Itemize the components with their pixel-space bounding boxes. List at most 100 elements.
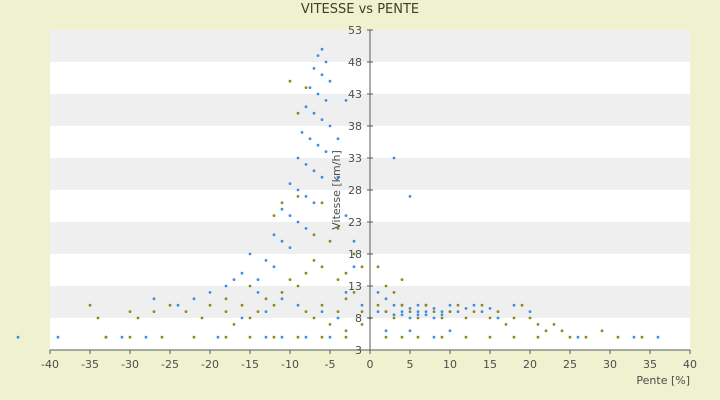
data-point-series-2 <box>360 323 364 326</box>
data-point-series-2 <box>320 201 324 205</box>
data-point-series-2 <box>496 310 500 313</box>
data-point-series-2 <box>248 335 252 339</box>
x-tick-label: 0 <box>367 358 374 371</box>
data-point-series-1 <box>472 303 476 307</box>
data-point-series-1 <box>304 105 308 109</box>
data-point-series-1 <box>480 310 484 313</box>
data-point-series-2 <box>344 271 348 275</box>
data-point-series-2 <box>400 303 404 307</box>
data-point-series-2 <box>512 316 516 320</box>
data-point-series-1 <box>324 60 328 64</box>
y-tick-label: 53 <box>348 24 362 37</box>
data-point-series-1 <box>248 252 252 256</box>
data-point-series-1 <box>576 335 580 339</box>
data-points <box>16 47 660 339</box>
data-point-series-2 <box>384 335 388 339</box>
data-point-series-1 <box>424 313 428 317</box>
data-point-series-2 <box>488 335 492 339</box>
data-point-series-2 <box>488 316 492 320</box>
data-point-series-1 <box>120 335 124 339</box>
data-point-series-2 <box>304 86 308 89</box>
data-point-series-2 <box>248 316 252 320</box>
data-point-series-2 <box>464 335 468 339</box>
data-point-series-2 <box>392 291 396 294</box>
data-point-series-2 <box>344 297 348 301</box>
data-point-series-2 <box>96 316 100 320</box>
data-point-series-2 <box>296 335 300 339</box>
data-point-series-2 <box>88 303 92 307</box>
x-tick-label: 20 <box>523 358 537 371</box>
data-point-series-2 <box>168 303 172 307</box>
data-point-series-2 <box>160 335 164 339</box>
data-point-series-1 <box>320 118 324 121</box>
y-axis-label: Vitesse [km/h] <box>330 150 343 230</box>
data-point-series-1 <box>296 188 300 192</box>
data-point-series-2 <box>640 335 644 339</box>
y-tick-label: 3 <box>355 344 362 357</box>
data-point-series-2 <box>472 310 476 313</box>
data-point-series-1 <box>344 291 348 294</box>
data-point-series-2 <box>552 323 556 326</box>
data-point-series-2 <box>544 329 548 333</box>
data-point-series-2 <box>128 310 132 313</box>
data-point-series-2 <box>536 335 540 339</box>
data-point-series-1 <box>392 156 396 160</box>
data-point-series-1 <box>280 207 284 211</box>
data-point-series-1 <box>448 303 452 307</box>
data-point-series-1 <box>272 233 276 237</box>
data-point-series-2 <box>584 335 588 339</box>
data-point-series-2 <box>536 323 540 326</box>
data-point-series-1 <box>240 316 244 320</box>
data-point-series-2 <box>328 323 332 326</box>
data-point-series-1 <box>324 150 328 154</box>
data-point-series-2 <box>384 284 388 288</box>
x-tick-label: -5 <box>325 358 336 371</box>
data-point-series-2 <box>240 303 244 307</box>
data-point-series-2 <box>328 239 332 243</box>
data-point-series-2 <box>320 265 324 269</box>
data-point-series-2 <box>360 310 364 313</box>
y-tick-label: 28 <box>348 184 362 197</box>
data-point-series-1 <box>456 310 460 313</box>
data-point-series-2 <box>312 233 316 237</box>
data-point-series-1 <box>208 291 212 294</box>
data-point-series-2 <box>312 259 316 262</box>
data-point-series-2 <box>464 316 468 320</box>
data-point-series-1 <box>280 239 284 243</box>
data-point-series-2 <box>600 329 604 333</box>
data-point-series-1 <box>296 156 300 160</box>
data-point-series-1 <box>392 313 396 317</box>
data-point-series-2 <box>616 335 620 339</box>
data-point-series-1 <box>384 297 388 301</box>
data-point-series-1 <box>312 201 316 205</box>
data-point-series-2 <box>264 297 268 301</box>
data-point-series-1 <box>300 131 304 134</box>
data-point-series-1 <box>304 163 308 166</box>
data-point-series-1 <box>376 291 380 294</box>
data-point-series-1 <box>280 335 284 339</box>
data-point-series-1 <box>288 214 292 218</box>
data-point-series-1 <box>176 303 180 307</box>
data-point-series-2 <box>376 265 380 269</box>
data-point-series-1 <box>344 214 348 218</box>
data-point-series-1 <box>296 303 300 307</box>
x-tick-label: -40 <box>41 358 59 371</box>
data-point-series-1 <box>488 307 492 310</box>
data-point-series-1 <box>264 335 268 339</box>
data-point-series-1 <box>424 310 428 313</box>
data-point-series-2 <box>272 214 276 218</box>
y-tick-label: 23 <box>348 216 362 229</box>
y-tick-label: 13 <box>348 280 362 293</box>
data-point-series-1 <box>376 310 380 313</box>
x-tick-label: -20 <box>201 358 219 371</box>
data-point-series-1 <box>360 303 364 307</box>
data-point-series-2 <box>320 303 324 307</box>
data-point-series-2 <box>224 297 228 301</box>
data-point-series-1 <box>304 227 308 230</box>
data-point-series-1 <box>256 278 260 281</box>
data-point-series-2 <box>440 316 444 320</box>
data-point-series-1 <box>232 278 236 281</box>
data-point-series-2 <box>336 278 340 281</box>
